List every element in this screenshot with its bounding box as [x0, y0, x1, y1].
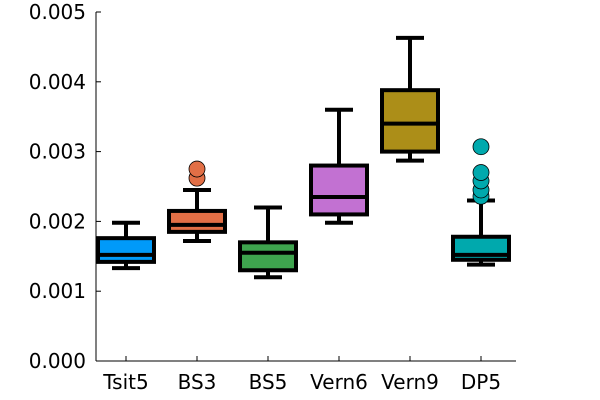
- x-tick-label: DP5: [461, 370, 501, 394]
- box-vern9: [380, 35, 440, 163]
- y-tick-label: 0.002: [29, 209, 86, 233]
- boxes: [96, 35, 511, 280]
- box-vern6: [309, 107, 369, 225]
- y-tick-label: 0.000: [29, 349, 86, 373]
- outlier-point: [472, 164, 490, 181]
- x-tick-label: Vern9: [381, 370, 439, 394]
- axes: [95, 11, 516, 362]
- box-tsit5: [96, 220, 156, 271]
- iqr-box: [96, 236, 156, 264]
- y-tick-label: 0.004: [29, 70, 86, 94]
- box-bs3: [167, 160, 227, 243]
- box-bs5: [238, 205, 298, 280]
- y-tick-label: 0.003: [29, 140, 86, 164]
- iqr-box: [309, 163, 369, 217]
- x-tick-label: BS3: [178, 370, 217, 394]
- y-tick-label: 0.005: [29, 0, 86, 24]
- tick-labels: 0.000 0.001 0.002 0.003 0.004 0.005 Tsit5 BS3 BS…: [29, 0, 501, 394]
- x-tick-label: BS5: [249, 370, 288, 394]
- box-dp5: [451, 138, 511, 267]
- x-tick-label: Tsit5: [102, 370, 148, 394]
- outlier-point: [188, 160, 206, 178]
- iqr-box: [380, 88, 440, 154]
- y-tick-label: 0.001: [29, 279, 86, 303]
- outlier-point: [472, 138, 490, 156]
- iqr-box: [167, 208, 227, 234]
- iqr-box: [238, 240, 298, 273]
- x-tick-label: Vern6: [310, 370, 368, 394]
